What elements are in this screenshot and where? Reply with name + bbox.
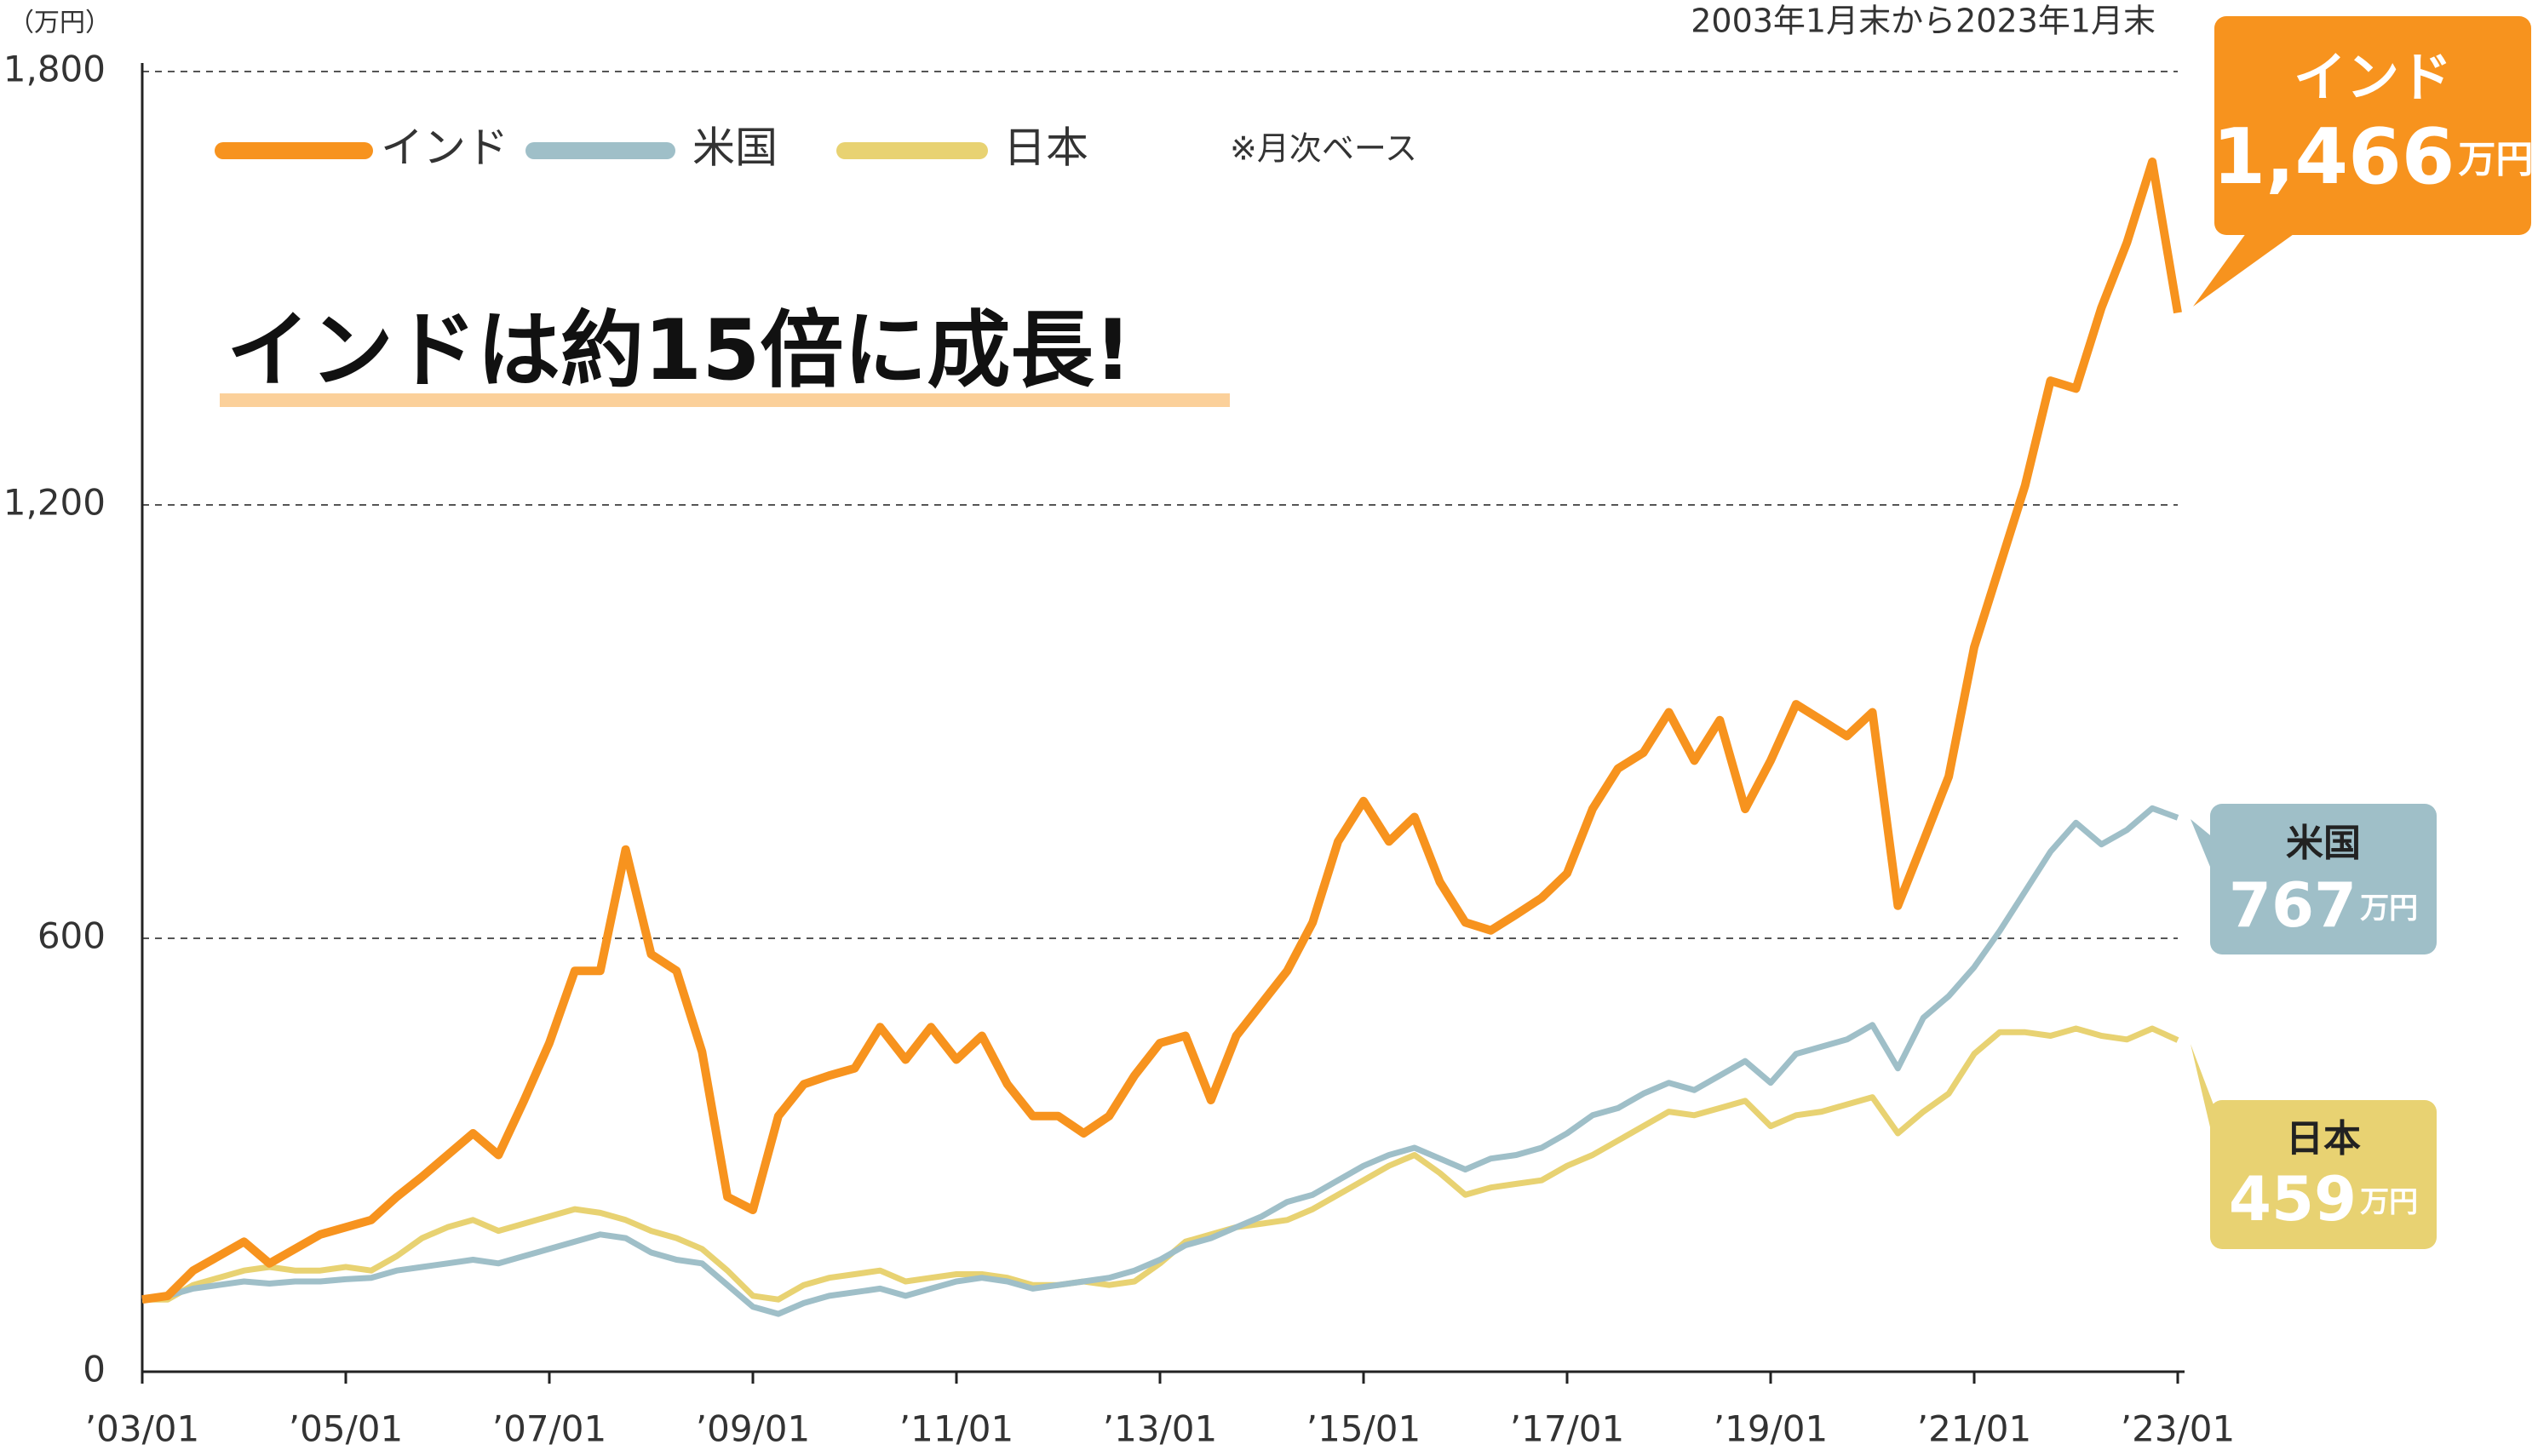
callout-value-unit: 万円: [2360, 891, 2418, 926]
callout-value-unit: 万円: [2360, 1185, 2418, 1219]
callout-value-number: 459: [2229, 1163, 2357, 1235]
y-tick-label: 1,200: [3, 482, 106, 524]
callout-name: インド: [2294, 46, 2452, 108]
series-line: [141, 805, 2179, 1317]
x-tick-label: ’11/01: [899, 1408, 1013, 1450]
legend-label: 日本: [1003, 123, 1088, 173]
subtitle: 2003年1月末から2023年1月末: [1691, 3, 2156, 40]
callout-value-number: 767: [2229, 869, 2357, 941]
legend-label: インド: [381, 123, 508, 173]
title-underline: [220, 393, 1230, 407]
x-tick-label: ’03/01: [85, 1408, 199, 1450]
callout-value: 459 万円: [2229, 1163, 2418, 1235]
callout-box: [2210, 804, 2437, 954]
note: ※月次ベース: [1230, 130, 1417, 168]
legend-label: 米国: [692, 123, 778, 173]
callout-box: [2214, 16, 2531, 235]
y-tick-label: 600: [37, 915, 106, 957]
series-line: [142, 1025, 2179, 1303]
x-tick-label: ’05/01: [289, 1408, 403, 1450]
chart-title: インドは約15倍に成長!: [227, 302, 1132, 399]
callout-value-unit: 万円: [2458, 138, 2533, 181]
y-tick-label: 1,800: [3, 49, 106, 90]
x-tick-label: ’15/01: [1306, 1408, 1421, 1450]
x-tick-label: ’19/01: [1714, 1408, 1828, 1450]
callout-name: 日本: [2286, 1117, 2361, 1161]
x-tick-label: ’09/01: [696, 1408, 810, 1450]
x-tick-label: ’07/01: [492, 1408, 606, 1450]
y-tick-label: 0: [83, 1349, 106, 1390]
callout-value: 1,466万円: [2213, 112, 2534, 202]
callout-pointer: [2191, 819, 2214, 877]
callout-pointer: [2193, 230, 2300, 307]
callout-value: 767 万円: [2229, 869, 2418, 941]
callout-value-number: 1,466: [2213, 112, 2455, 202]
x-tick-label: ’17/01: [1510, 1408, 1624, 1450]
series-line: [141, 158, 2182, 1304]
x-tick-label: ’13/01: [1103, 1408, 1217, 1450]
callout-name: 米国: [2286, 822, 2361, 865]
x-tick-label: ’21/01: [1917, 1408, 2031, 1450]
x-tick-label: ’23/01: [2121, 1408, 2235, 1450]
callout-pointer: [2191, 1044, 2214, 1145]
callout-box: [2210, 1100, 2437, 1249]
y-axis-label: （万円）: [9, 9, 111, 38]
